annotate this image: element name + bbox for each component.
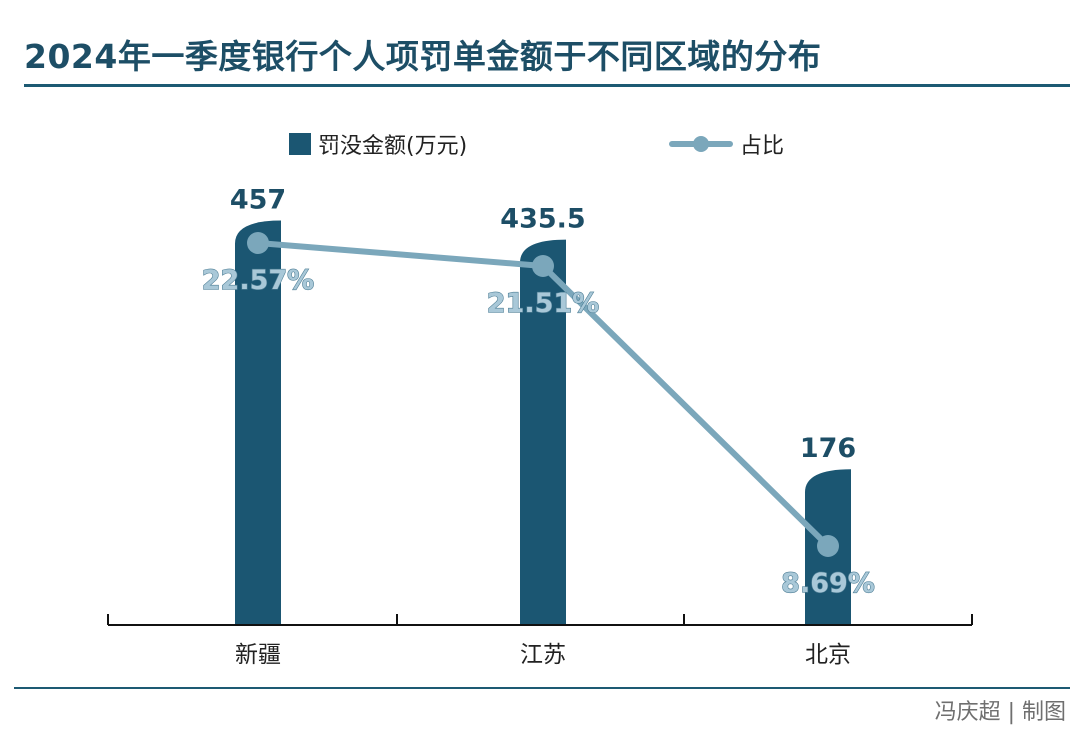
chart-title: 2024年一季度银行个人项罚单金额于不同区域的分布 — [24, 37, 822, 76]
share-point-江苏 — [532, 255, 554, 277]
legend-line-marker — [693, 136, 709, 152]
credit-text: 冯庆超 | 制图 — [934, 700, 1066, 725]
share-point-北京 — [817, 535, 839, 557]
bar-江苏 — [520, 239, 566, 625]
legend-line-label: 占比 — [740, 134, 784, 159]
category-label: 北京 — [805, 642, 851, 668]
legend-bar-swatch — [289, 133, 311, 155]
legend-bar-label: 罚没金额(万元) — [318, 134, 467, 159]
bar-新疆 — [235, 220, 281, 625]
bar-value-label: 457 — [230, 185, 286, 216]
category-label: 江苏 — [520, 642, 566, 668]
category-label: 新疆 — [235, 642, 281, 668]
share-value-label: 8.69% — [781, 568, 875, 599]
title-divider — [24, 84, 1070, 87]
share-value-label: 22.57% — [202, 265, 314, 296]
bar-value-label: 176 — [800, 433, 856, 464]
share-value-label: 21.51% — [487, 288, 599, 319]
share-point-新疆 — [247, 232, 269, 254]
footer-divider — [14, 687, 1070, 689]
bar-value-label: 435.5 — [500, 204, 585, 235]
